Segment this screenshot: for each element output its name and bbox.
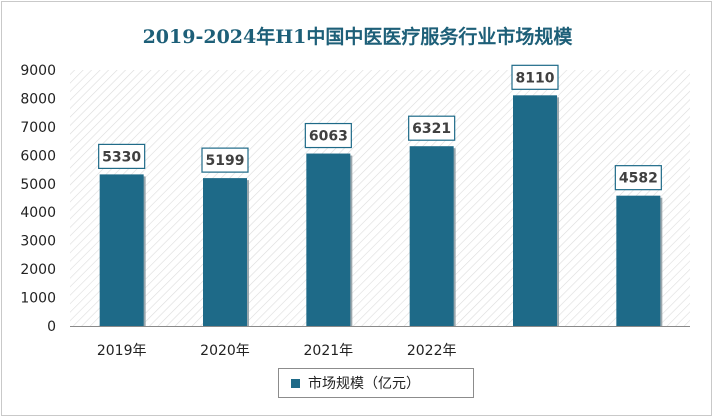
x-tick-label: 2022年: [407, 343, 457, 359]
x-tick-label: 2020年: [200, 343, 250, 359]
y-tick-label: 4000: [20, 205, 56, 221]
chart-title: 2019-2024年H1中国中医医疗服务行业市场规模: [142, 26, 573, 48]
legend: 市场规模（亿元）: [278, 368, 474, 398]
x-tick-label: 2019年: [97, 343, 147, 359]
data-label-box: [614, 165, 662, 191]
y-tick-label: 3000: [20, 234, 56, 250]
data-label: 6063: [309, 129, 348, 145]
y-tick-label: 1000: [20, 291, 56, 307]
bar: [513, 95, 557, 326]
data-label-box: [511, 64, 559, 90]
data-label: 6321: [412, 121, 451, 137]
y-tick-label: 5000: [20, 177, 56, 193]
data-label-box: [201, 147, 249, 173]
data-label: 5330: [102, 149, 141, 165]
plot-area-background: [70, 70, 690, 326]
data-label: 4582: [619, 171, 658, 187]
y-tick-label: 8000: [20, 91, 56, 107]
legend-series-label: 市场规模（亿元）: [308, 376, 420, 392]
bar: [616, 195, 661, 326]
y-tick-label: 6000: [20, 148, 56, 164]
x-tick-label: 2021年: [304, 343, 354, 359]
y-tick-label: 0: [47, 319, 56, 335]
y-tick-label: 9000: [20, 63, 56, 79]
y-tick-label: 2000: [20, 262, 56, 278]
y-tick-label: 7000: [20, 120, 56, 136]
bar: [306, 153, 351, 326]
data-label-box: [98, 143, 146, 169]
bar: [203, 178, 247, 326]
bar: [409, 146, 454, 326]
bar: [99, 174, 144, 326]
data-label-box: [408, 115, 456, 141]
legend-swatch: [291, 378, 300, 388]
data-label: 5199: [206, 153, 245, 169]
data-label: 8110: [516, 70, 555, 86]
data-label-box: [304, 122, 352, 149]
